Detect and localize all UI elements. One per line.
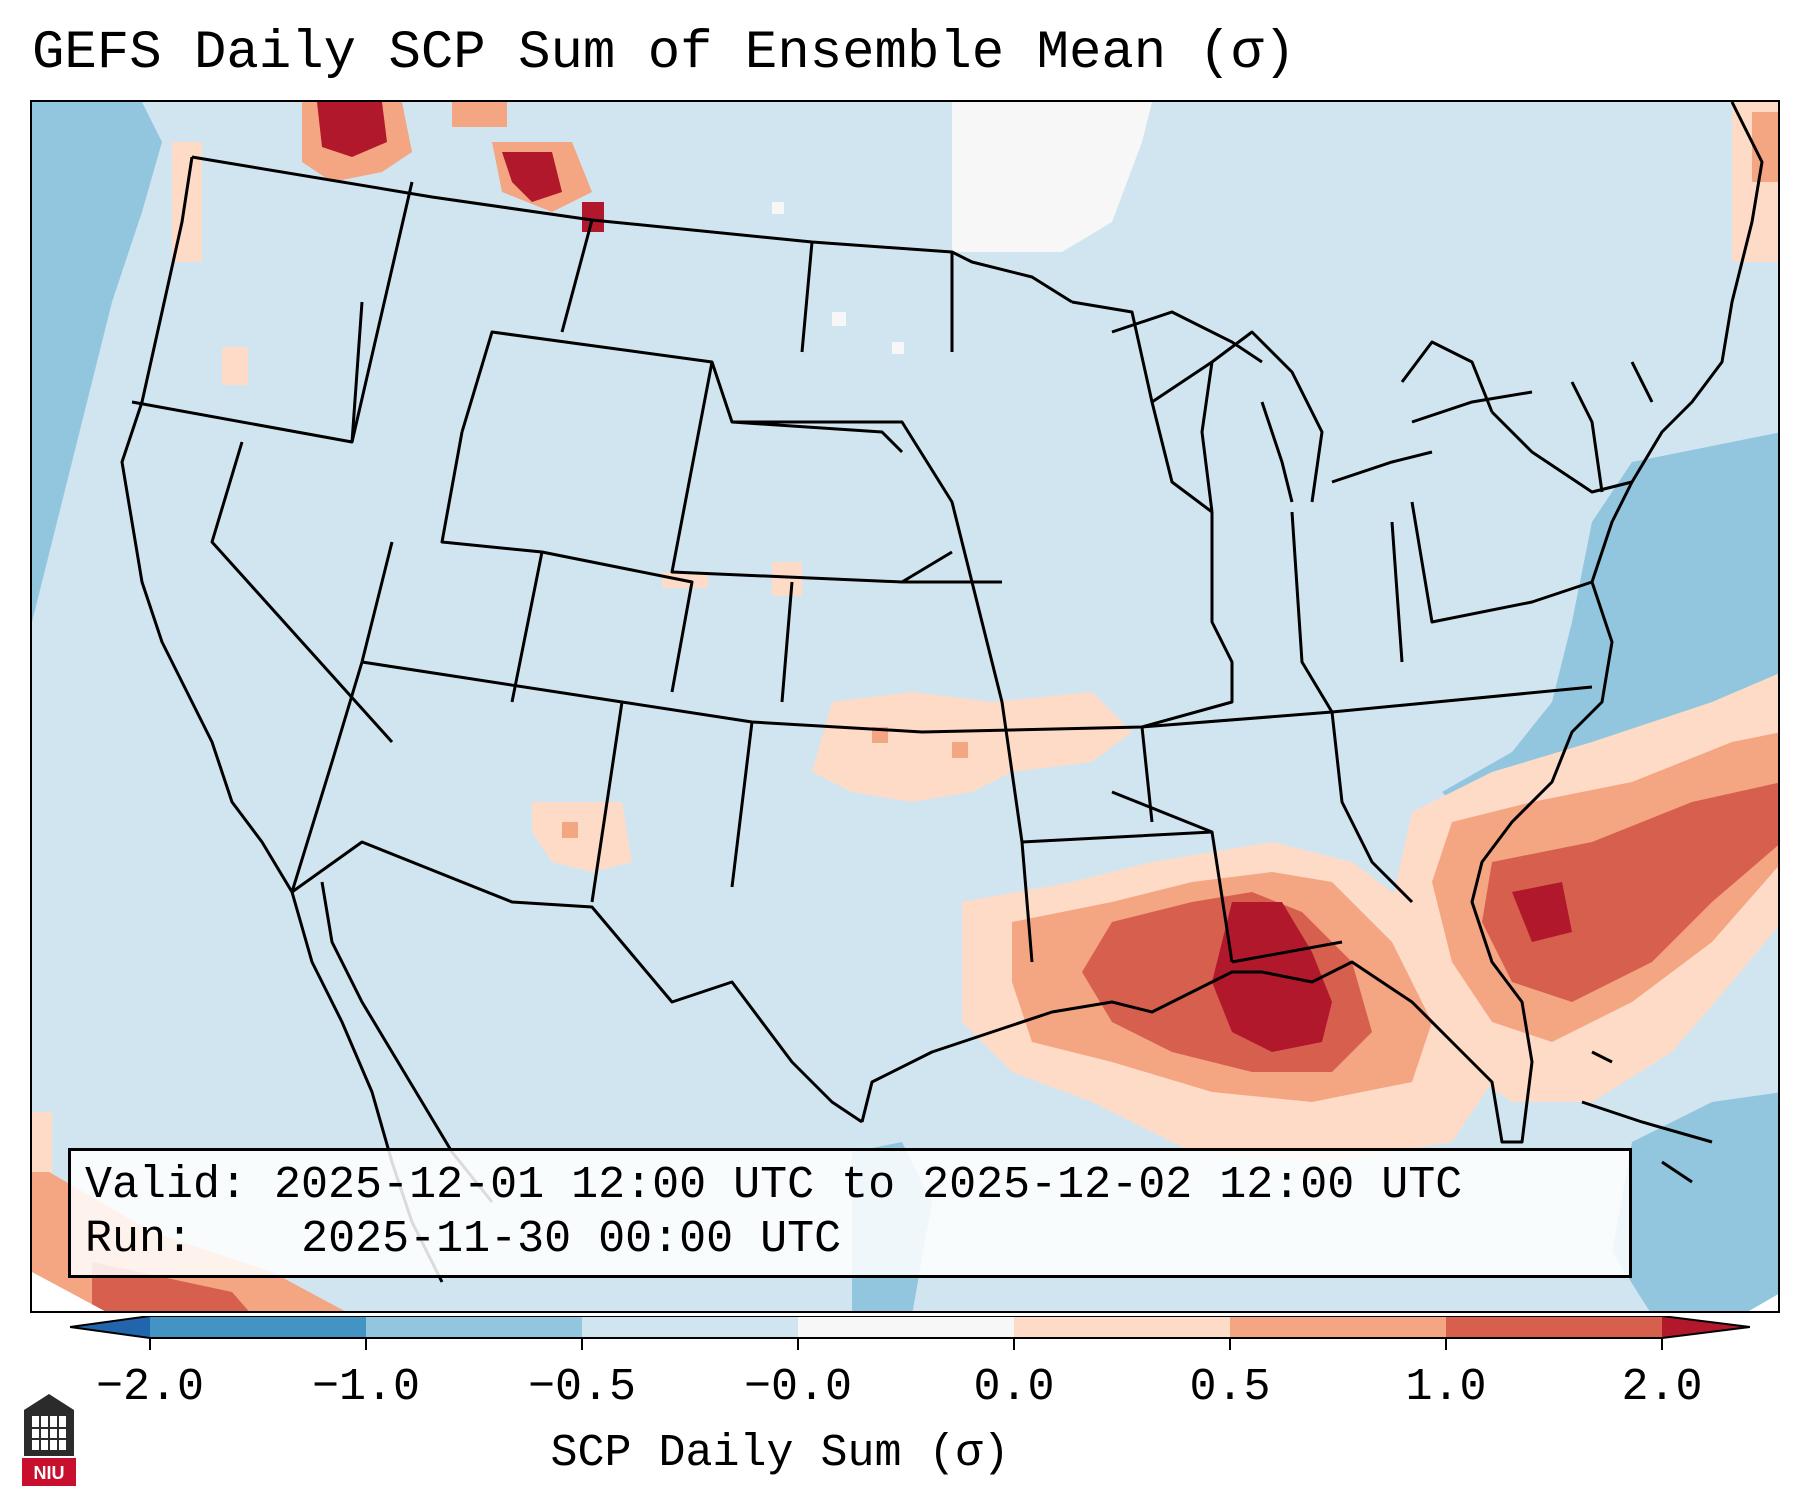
canada-scp-core-speck [582, 202, 604, 232]
map-domain-corner [1748, 1294, 1778, 1311]
ne-corner-positive-core [1752, 112, 1778, 182]
valid-label: Valid: [85, 1160, 248, 1211]
kansas-weak-scp [772, 562, 802, 596]
colorbar-tick-label: −1.0 [311, 1362, 421, 1413]
canada-scp-core [502, 152, 562, 202]
state-boundaries [120, 102, 1764, 1144]
southern-plains-scp-speck [952, 742, 968, 758]
northern-plains-near-zero [952, 102, 1152, 252]
colorbar-tick-label: −0.0 [743, 1362, 853, 1413]
southern-plains-weak-scp [812, 692, 1132, 802]
colorbar-tick-label: 0.0 [973, 1362, 1055, 1413]
se-atlantic-scp-core [1512, 882, 1572, 942]
colorbar-segment-2 [582, 1316, 798, 1338]
logo-text: NIU [34, 1463, 65, 1483]
validity-info-box: Valid: 2025-12-01 12:00 UTC to 2025-12-0… [68, 1148, 1632, 1278]
colorbar-label: SCP Daily Sum (σ) [550, 1428, 1010, 1479]
colorbar-segment-0 [150, 1316, 366, 1338]
pacific-northwest-scp-core [317, 102, 387, 157]
pacific-negative-region [32, 102, 162, 622]
caribbean-islands [1581, 1050, 1713, 1184]
se-atlantic-scp-strong [1482, 782, 1778, 1002]
colorbar-segment-4 [1014, 1316, 1230, 1338]
west-texas-scp-speck [562, 822, 578, 838]
pacific-negative-region-blob [62, 122, 132, 262]
gulf-scp-core [1212, 902, 1332, 1052]
colorbar-extend-high [1662, 1316, 1750, 1338]
run-label: Run: [85, 1214, 194, 1265]
near-zero-speck [832, 312, 846, 326]
map-canvas [32, 102, 1778, 1311]
canada-scp-speck [452, 102, 507, 127]
west-texas-weak-scp [532, 802, 632, 872]
caribbean-negative-region [1612, 1092, 1778, 1311]
pnw-weak-speck [222, 347, 248, 385]
map-panel [30, 100, 1780, 1313]
colorbar-tick-label: −0.5 [527, 1362, 637, 1413]
near-zero-speck [892, 342, 904, 354]
colorbar-segment-6 [1446, 1316, 1662, 1338]
colorbar-segment-5 [1230, 1316, 1446, 1338]
colorbar-segment-3 [798, 1316, 1014, 1338]
map-domain-corner [32, 1272, 105, 1311]
niu-logo-icon: NIU [22, 1394, 76, 1486]
colorbar-tick-label: 1.0 [1405, 1362, 1487, 1413]
colorbar-segment-1 [366, 1316, 582, 1338]
valid-value: 2025-12-01 12:00 UTC to 2025-12-02 12:00… [274, 1160, 1463, 1211]
great-lakes [1111, 310, 1533, 513]
colorbar-tick-label: 2.0 [1621, 1362, 1703, 1413]
colorbar-tick-marks [149, 1338, 1663, 1350]
near-zero-speck [772, 202, 784, 214]
colorbar-extend-low [70, 1316, 150, 1338]
southwest-edge-weak [32, 1112, 52, 1172]
chart-title: GEFS Daily SCP Sum of Ensemble Mean (σ) [32, 23, 1296, 84]
run-value: 2025-11-30 00:00 UTC [301, 1214, 842, 1265]
colorbar-tick-label: −2.0 [95, 1362, 205, 1413]
colorbar-tick-label: 0.5 [1189, 1362, 1271, 1413]
colorbar [70, 1316, 1750, 1350]
